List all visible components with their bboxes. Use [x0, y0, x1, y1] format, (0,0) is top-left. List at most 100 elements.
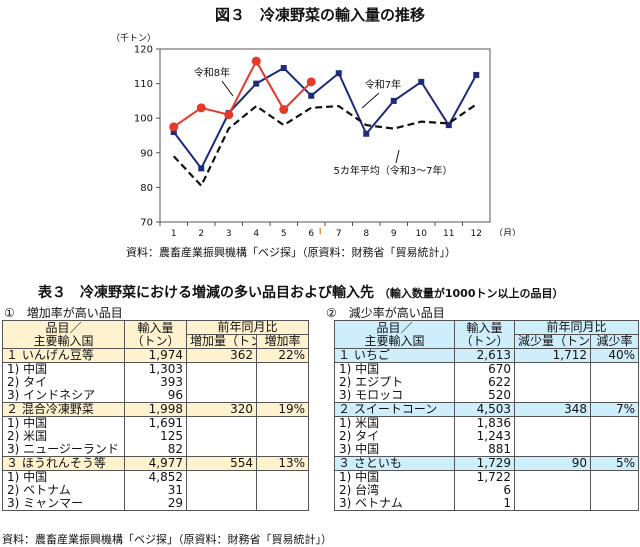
country-row: 2) ベトナム 31: [2, 484, 310, 497]
label-r7: 令和7年: [365, 78, 401, 91]
label-r8: 令和8年: [194, 66, 230, 79]
empty-cell: [186, 416, 257, 430]
country-row: 2) タイ 393: [2, 376, 310, 389]
item-name: ３ さといも: [334, 456, 455, 471]
empty-cell: [589, 430, 640, 443]
item-volume: 1,729: [454, 456, 515, 471]
country-name: 3) ベトナム: [334, 497, 455, 511]
table-title: 表３ 冷凍野菜における増減の多い品目および輸入先 （輸入数量が1000トン以上の…: [38, 282, 564, 302]
x-tick-label: 5: [281, 229, 287, 236]
empty-cell: [514, 376, 591, 389]
country-volume: 96: [124, 389, 187, 403]
item-name: １ いちご: [334, 348, 455, 363]
item-change: 348: [514, 402, 591, 417]
data-point-square: [308, 92, 315, 99]
x-unit-label: （月）: [494, 228, 521, 236]
empty-cell: [589, 362, 640, 376]
empty-cell: [589, 484, 640, 497]
data-point-circle: [279, 105, 289, 115]
header-yoy: 前年同月比: [185, 320, 310, 335]
empty-cell: [186, 497, 257, 511]
country-name: 1) 中国: [2, 470, 125, 484]
header-yoy: 前年同月比: [513, 320, 640, 335]
data-point-square: [445, 122, 452, 129]
empty-cell: [514, 362, 591, 376]
data-point-square: [418, 78, 425, 85]
right-table-subtitle: ② 減少率が高い品目: [326, 306, 445, 320]
country-volume: 1,691: [124, 416, 187, 430]
country-row: 1) 中国 670: [334, 362, 640, 376]
country-volume: 1: [454, 497, 515, 511]
country-row: 1) 中国 1,303: [2, 362, 310, 376]
country-name: 2) エジプト: [334, 376, 455, 389]
item-row: １ いんげん豆等 1,974 362 22%: [2, 348, 310, 363]
empty-cell: [514, 430, 591, 443]
y-tick-label: 80: [140, 183, 153, 194]
y-tick-label: 90: [140, 148, 153, 159]
header-volume: 輸入量 （トン）: [124, 320, 187, 349]
empty-cell: [514, 443, 591, 457]
item-rate: 40%: [589, 348, 640, 363]
series-line-1: [173, 59, 312, 128]
header-volume: 輸入量 （トン）: [454, 320, 515, 349]
empty-cell: [186, 376, 257, 389]
x-tick-label: 11: [443, 229, 454, 236]
country-volume: 29: [124, 497, 187, 511]
x-tick-label: 4: [253, 229, 259, 236]
empty-cell: [186, 362, 257, 376]
empty-cell: [589, 416, 640, 430]
country-name: 1) 中国: [2, 362, 125, 376]
item-volume: 1,998: [124, 402, 187, 417]
header-rate: 減少率: [589, 334, 640, 349]
country-row: 2) タイ 1,243: [334, 430, 640, 443]
item-rate: 5%: [589, 456, 640, 471]
country-name: 2) タイ: [2, 376, 125, 389]
item-row: ２ スイートコーン 4,503 348 7%: [334, 402, 640, 417]
header-item: 品目／ 主要輸入国: [2, 320, 125, 349]
country-volume: 393: [124, 376, 187, 389]
empty-cell: [589, 389, 640, 403]
empty-cell: [589, 443, 640, 457]
country-row: 2) 米国 125: [2, 430, 310, 443]
empty-cell: [255, 443, 310, 457]
country-volume: 881: [454, 443, 515, 457]
item-name: ３ ほうれんそう等: [2, 456, 125, 471]
country-name: 2) 米国: [2, 430, 125, 443]
country-row: 3) モロッコ 520: [334, 389, 640, 403]
country-name: 1) 中国: [2, 416, 125, 430]
decrease-table: 品目／主要輸入国 輸入量（トン） 前年同月比 減少量（トン） 減少率 １ いちご…: [334, 320, 640, 511]
table-note: （輸入数量が1000トン以上の品目）: [378, 287, 564, 300]
y-tick-label: 110: [134, 79, 153, 90]
item-change: 1,712: [514, 348, 591, 363]
country-row: 1) 米国 1,836: [334, 416, 640, 430]
country-name: 3) ミャンマー: [2, 497, 125, 511]
increase-table: 品目／主要輸入国 輸入量（トン） 前年同月比 増加量（トン） 増加率 １ いんげ…: [2, 320, 310, 511]
y-unit-label: （千トン）: [111, 33, 156, 44]
item-change: 362: [186, 348, 257, 363]
country-name: 2) 台湾: [334, 484, 455, 497]
empty-cell: [514, 484, 591, 497]
country-volume: 82: [124, 443, 187, 457]
country-name: 1) 米国: [334, 416, 455, 430]
data-point-circle: [224, 110, 234, 120]
leader-r8: [221, 80, 234, 97]
x-tick-label: 8: [363, 229, 369, 236]
empty-cell: [186, 443, 257, 457]
empty-cell: [255, 362, 310, 376]
item-volume: 4,977: [124, 456, 187, 471]
x-tick-label: 7: [336, 229, 342, 236]
country-volume: 4,852: [124, 470, 187, 484]
country-name: 3) 中国: [334, 443, 455, 457]
empty-cell: [255, 470, 310, 484]
item-row: ３ さといも 1,729 90 5%: [334, 456, 640, 471]
empty-cell: [589, 497, 640, 511]
series-line-0: [172, 66, 478, 171]
item-name: ２ スイートコーン: [334, 402, 455, 417]
x-tick-label: 3: [226, 229, 232, 236]
empty-cell: [186, 430, 257, 443]
country-row: 3) インドネシア 96: [2, 389, 310, 403]
figure-source: 資料：農畜産業振興機構「ベジ探」（原資料：財務省「貿易統計」）: [126, 246, 456, 259]
item-change: 554: [186, 456, 257, 471]
country-volume: 31: [124, 484, 187, 497]
